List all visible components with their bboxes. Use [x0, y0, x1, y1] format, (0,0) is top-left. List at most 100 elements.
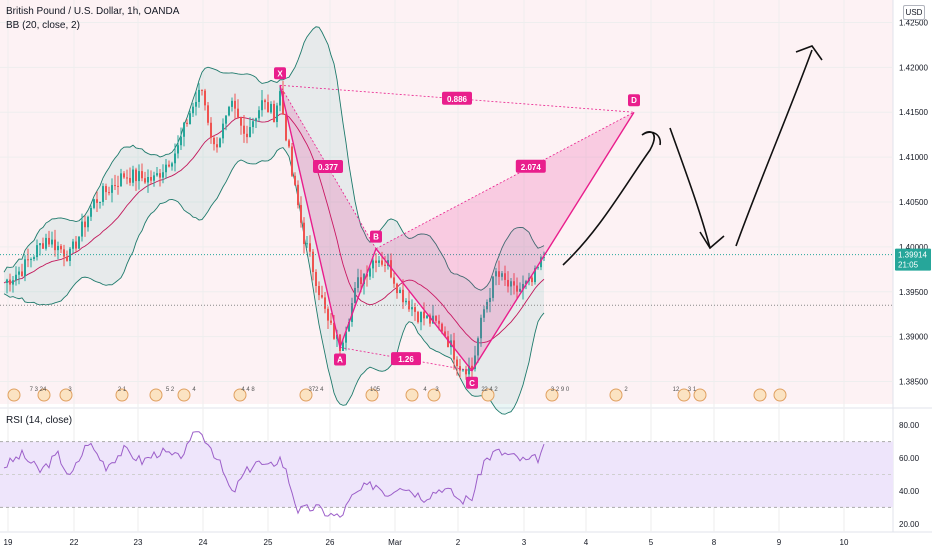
- candle-body: [264, 100, 266, 103]
- candle-body: [75, 241, 77, 249]
- candle-body: [225, 115, 227, 124]
- candle-body: [381, 260, 383, 265]
- candle-body: [525, 281, 527, 285]
- candle-body: [534, 268, 536, 283]
- candle-body: [297, 184, 299, 206]
- candle-body: [207, 105, 209, 123]
- candle-body: [456, 359, 458, 367]
- candle-body: [498, 271, 500, 277]
- candle-body: [156, 173, 158, 176]
- candle-body: [51, 239, 53, 245]
- x-tick-label: 4: [584, 538, 589, 547]
- ratio-label: 0.377: [318, 163, 339, 172]
- candle-body: [537, 267, 539, 269]
- event-marker-icon: [115, 388, 129, 402]
- candle-body: [48, 237, 50, 245]
- candle-body: [168, 164, 170, 167]
- ratio-label: 0.886: [447, 95, 468, 104]
- candle-body: [327, 308, 329, 321]
- candle-body: [123, 173, 125, 178]
- symbol-title[interactable]: British Pound / U.S. Dollar, 1h, OANDA: [6, 6, 180, 17]
- ratio-label: 1.26: [398, 355, 414, 364]
- candle-body: [333, 322, 335, 339]
- candle-body: [261, 100, 263, 111]
- candle-body: [252, 121, 254, 128]
- candle-body: [111, 185, 113, 193]
- candle-body: [462, 369, 464, 371]
- candle-body: [249, 127, 251, 138]
- candle-body: [204, 90, 206, 106]
- candle-body: [270, 103, 272, 113]
- candle-body: [102, 186, 104, 202]
- pattern-point-badge: [628, 94, 640, 107]
- candle-body: [393, 277, 395, 284]
- candle-body: [201, 89, 203, 91]
- event-marker-count: 372 4: [308, 387, 324, 393]
- event-marker-icon: [149, 388, 163, 402]
- y-tick-label: 1.40000: [899, 243, 928, 252]
- candle-body: [24, 259, 26, 277]
- candle-body: [288, 140, 290, 147]
- candle-body: [108, 192, 110, 194]
- bb-indicator-label[interactable]: BB (20, close, 2): [6, 20, 80, 31]
- y-tick-label: 1.41500: [899, 108, 928, 117]
- candle-body: [180, 136, 182, 146]
- event-marker-icon: [7, 388, 21, 402]
- event-marker-icon: [773, 388, 787, 402]
- candle-body: [234, 100, 236, 109]
- candle-body: [135, 169, 137, 182]
- candle-body: [420, 311, 422, 323]
- y-tick-label: 1.38500: [899, 378, 928, 387]
- candle-body: [114, 185, 116, 187]
- rsi-line: [3, 431, 545, 518]
- currency-label[interactable]: USD: [903, 5, 925, 20]
- candle-body: [477, 338, 479, 356]
- candle-body: [435, 315, 437, 321]
- event-marker-count: 2 4 2: [484, 387, 498, 393]
- x-tick-label: 8: [712, 538, 717, 547]
- candle-body: [513, 281, 515, 286]
- candle-body: [453, 340, 455, 360]
- event-marker-count: 12: [673, 387, 680, 393]
- event-marker-icon: [693, 388, 707, 402]
- x-tick-label: 2: [456, 538, 461, 547]
- candle-body: [72, 241, 74, 249]
- bb-band-fill: [4, 26, 544, 415]
- candle-body: [414, 307, 416, 312]
- candle-body: [504, 273, 506, 280]
- candle-body: [543, 256, 545, 258]
- candle-body: [126, 177, 128, 179]
- candle-body: [12, 280, 14, 285]
- price-badge-value: 1.39914: [898, 251, 927, 260]
- candle-body: [348, 321, 350, 332]
- x-tick-label: 24: [199, 538, 208, 547]
- candle-body: [144, 178, 146, 183]
- y-tick-label: 1.41000: [899, 153, 928, 162]
- event-marker-icon: [609, 388, 623, 402]
- y-tick-label: 1.42000: [899, 63, 928, 72]
- candle-body: [303, 222, 305, 244]
- candle-body: [18, 271, 20, 275]
- candle-body: [96, 199, 98, 203]
- candle-body: [432, 315, 434, 324]
- candle-body: [228, 106, 230, 116]
- candle-body: [198, 89, 200, 102]
- event-marker-count: 3: [68, 387, 72, 393]
- candle-body: [105, 186, 107, 193]
- candle-body: [39, 243, 41, 246]
- candle-body: [354, 287, 356, 304]
- pattern-point-label: B: [373, 233, 379, 242]
- rsi-y-tick-label: 60.00: [899, 454, 920, 463]
- candle-body: [81, 221, 83, 237]
- rsi-indicator-label[interactable]: RSI (14, close): [6, 415, 73, 426]
- candle-body: [324, 297, 326, 309]
- event-marker-count: 2 1: [118, 387, 127, 393]
- candle-body: [360, 277, 362, 285]
- candle-body: [402, 289, 404, 303]
- candle-body: [342, 342, 344, 351]
- candle-body: [129, 177, 131, 183]
- candle-body: [45, 237, 47, 249]
- candle-body: [186, 122, 188, 125]
- candle-body: [309, 243, 311, 252]
